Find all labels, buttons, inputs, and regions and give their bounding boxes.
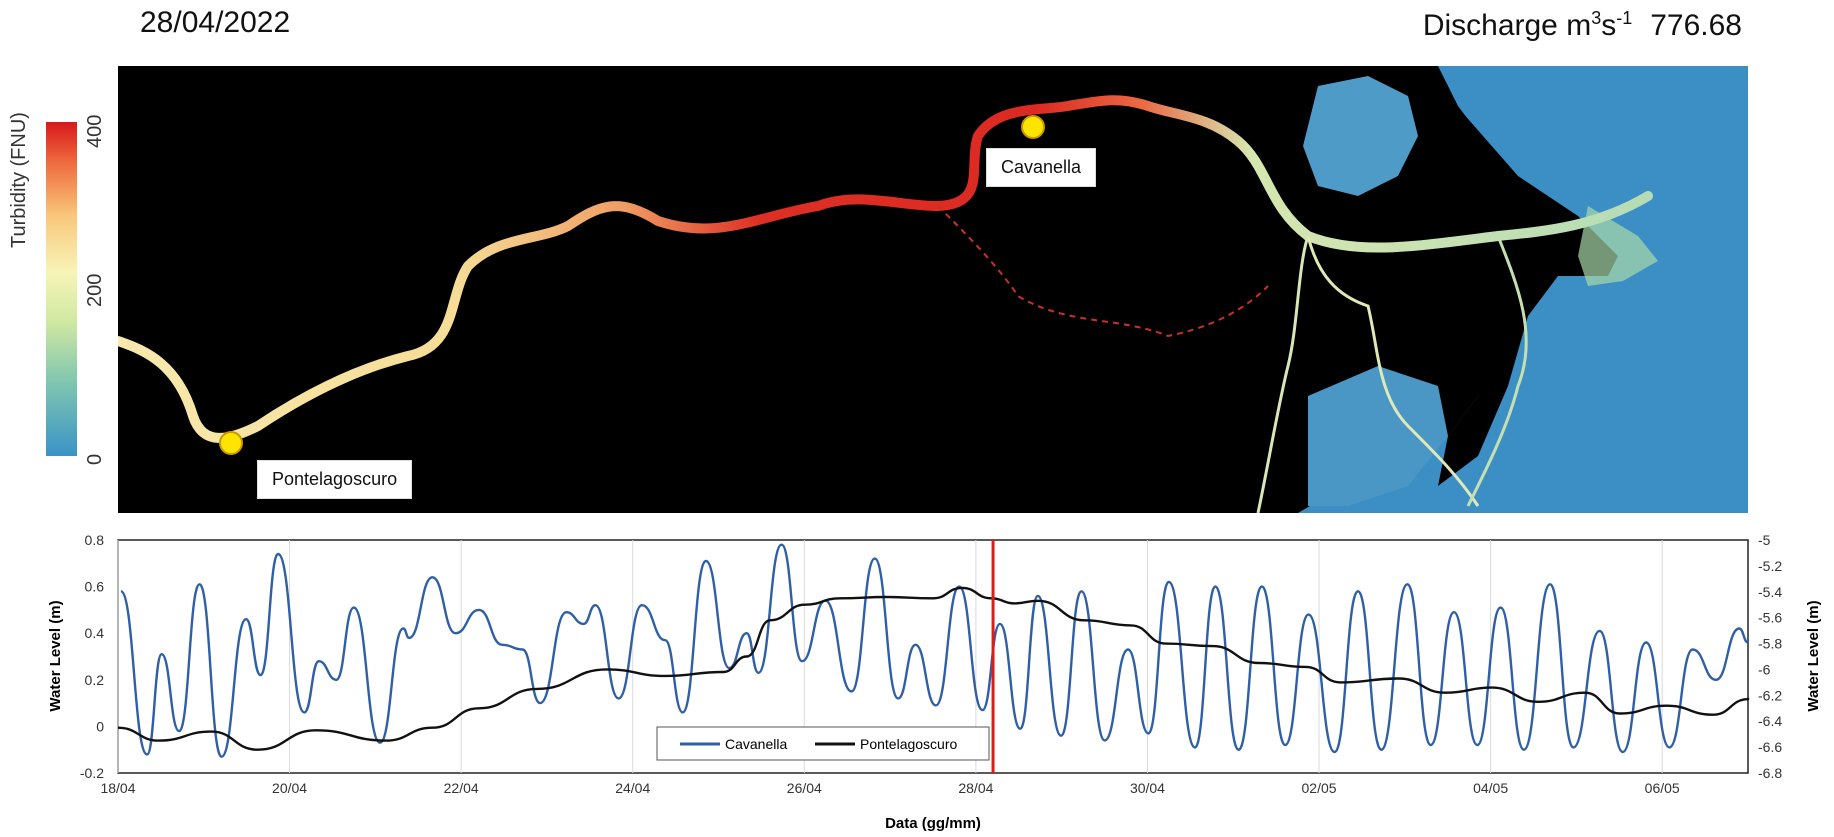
right-tick-label: -5: [1758, 532, 1771, 548]
left-tick-label: 0: [96, 718, 104, 734]
colorbar-tick-400: 400: [84, 114, 106, 148]
colorbar-tick-0: 0: [84, 453, 106, 465]
series-line-pontelagoscuro: [117, 586, 1750, 751]
turbidity-colorbar: [46, 122, 77, 456]
lagoon-south: [1308, 366, 1448, 506]
left-tick-label: -0.2: [80, 765, 104, 781]
station-label-cavanella: Cavanella: [986, 148, 1097, 187]
discharge-exp-3: 3: [1591, 8, 1602, 28]
x-tick-label: 24/04: [615, 780, 650, 796]
delta-land: [1438, 96, 1618, 486]
left-axis-ticks: 0.8 0.6 0.4 0.2 0 -0.2: [80, 532, 104, 781]
right-tick-label: -6.8: [1758, 765, 1782, 781]
x-tick-label: 28/04: [958, 780, 993, 796]
legend-label-cavanella: Cavanella: [725, 736, 787, 752]
left-tick-label: 0.8: [85, 532, 105, 548]
right-tick-label: -5.4: [1758, 584, 1782, 600]
discharge-exp-minus1: -1: [1616, 8, 1633, 28]
water-level-chart: 0.8 0.6 0.4 0.2 0 -0.2 -5 -5.2 -5.4 -5.6 -5.8 -6 -6…: [47, 532, 1822, 832]
x-tick-label: 18/04: [100, 780, 135, 796]
discharge-readout: Discharge m3s-1 776.68: [1423, 8, 1742, 43]
x-tick-label: 20/04: [272, 780, 307, 796]
colorbar-title: Turbidity (FNU): [8, 112, 30, 248]
x-axis-label: Data (gg/mm): [885, 815, 981, 832]
discharge-label: Discharge m: [1422, 9, 1592, 42]
left-tick-label: 0.6: [85, 579, 105, 595]
right-tick-label: -5.6: [1758, 610, 1782, 626]
discharge-unit-s: s: [1601, 9, 1617, 42]
x-axis-ticks: 18/04 20/04 22/04 24/04 26/04 28/04 30/04 02/05…: [100, 780, 1679, 796]
right-tick-label: -6: [1758, 661, 1771, 677]
right-axis-label: Water Level (m): [1805, 600, 1822, 711]
right-tick-label: -6.2: [1758, 687, 1782, 703]
x-tick-label: 04/05: [1473, 780, 1508, 796]
right-axis-ticks: -5 -5.2 -5.4 -5.6 -5.8 -6 -6.2 -6.4 -6.6 -6.8: [1758, 532, 1782, 781]
northern-distributary: [1466, 235, 1528, 507]
lagoon-north: [1303, 76, 1418, 196]
left-tick-label: 0.2: [85, 672, 105, 688]
right-tick-label: -6.4: [1758, 713, 1782, 729]
right-tick-label: -5.2: [1758, 558, 1782, 574]
station-label-pontelagoscuro: Pontelagoscuro: [257, 460, 413, 499]
image-date: 28/04/2022: [140, 6, 291, 39]
left-axis-label: Water Level (m): [47, 600, 64, 711]
minor-red-branch: [937, 205, 1269, 338]
left-tick-label: 0.4: [85, 625, 105, 641]
coastal-turbid-plume: [1578, 206, 1658, 286]
colorbar-tick-200: 200: [84, 273, 106, 307]
right-tick-label: -6.6: [1758, 739, 1782, 755]
legend-label-pontelagoscuro: Pontelagoscuro: [860, 736, 958, 752]
right-tick-label: -5.8: [1758, 636, 1782, 652]
turbidity-map: [118, 66, 1748, 513]
southern-distributary: [1306, 235, 1480, 507]
x-tick-label: 26/04: [787, 780, 822, 796]
x-tick-label: 22/04: [444, 780, 479, 796]
x-tick-label: 02/05: [1302, 780, 1337, 796]
discharge-value: 776.68: [1650, 9, 1742, 42]
southern-branch-2: [1256, 235, 1310, 513]
x-tick-label: 30/04: [1130, 780, 1165, 796]
series-lines: [117, 543, 1750, 758]
po-river-channel: [118, 95, 1653, 443]
series-line-cavanella: [119, 543, 1749, 758]
map-drawing: [118, 66, 1748, 513]
x-tick-label: 06/05: [1645, 780, 1680, 796]
legend: Cavanella Pontelagoscuro: [656, 726, 990, 761]
